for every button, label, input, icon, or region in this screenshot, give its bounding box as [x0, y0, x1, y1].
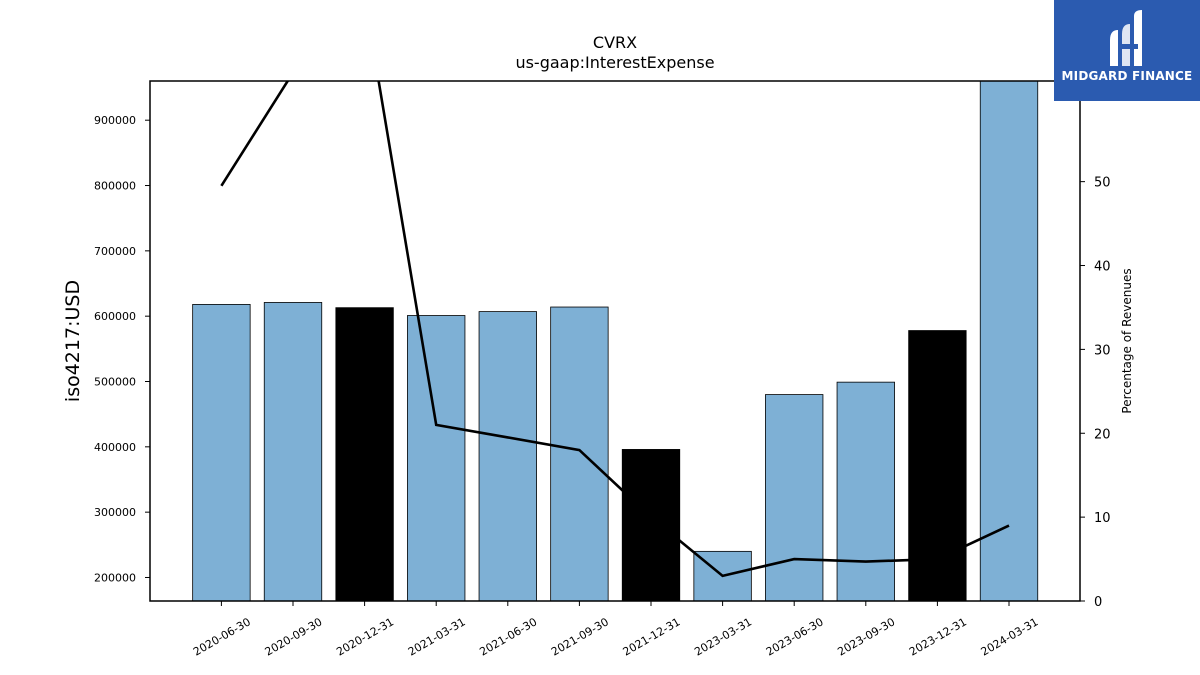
bar-2020-09-30 [263, 302, 323, 601]
y-axis-ticks: 200000 300000 400000 500000 600000 700000 8000… [94, 114, 150, 584]
bar-2020-06-30 [192, 304, 251, 601]
bar-2021-03-31 [407, 315, 466, 601]
logo-text: MIDGARD FINANCE [1061, 69, 1193, 83]
x-tick-label: 2023-03-31 [692, 615, 754, 658]
bar-2021-06-30 [478, 311, 537, 601]
x-tick-label: 2020-09-30 [263, 615, 325, 658]
y2-tick-label: 0 [1094, 595, 1102, 610]
bar-2021-09-30 [550, 306, 609, 601]
y-tick-label: 600000 [94, 310, 136, 323]
x-tick-label: 2021-12-31 [621, 615, 683, 658]
y-tick-label: 900000 [94, 114, 136, 127]
plot-frame [149, 80, 1081, 602]
bar-2023-12-31 [908, 330, 967, 601]
y2-tick-label: 50 [1094, 176, 1111, 191]
x-tick-label: 2023-06-30 [764, 615, 826, 658]
chart-title: CVRX [593, 33, 637, 52]
bar-2021-12-31 [621, 449, 681, 601]
bar-2023-06-30 [765, 394, 824, 601]
bar-group [192, 81, 1039, 601]
y2-axis-label: Percentage of Revenues [1120, 268, 1134, 413]
bar-2024-03-31 [979, 81, 1039, 601]
y2-tick-label: 20 [1094, 427, 1111, 442]
y-axis-label: iso4217:USD [62, 280, 84, 402]
x-axis-ticks: 2020-06-30 2020-09-30 2020-12-31 2021-03-31… [191, 601, 1041, 659]
x-tick-label: 2024-03-31 [979, 615, 1041, 658]
logo: MIDGARD FINANCE [1054, 0, 1200, 101]
y-tick-label: 300000 [94, 506, 136, 519]
y-tick-label: 700000 [94, 245, 136, 258]
chart-subtitle: us-gaap:InterestExpense [515, 53, 714, 72]
line-group [220, 81, 1010, 578]
y2-tick-label: 30 [1094, 343, 1111, 358]
x-tick-label: 2021-06-30 [477, 615, 539, 658]
x-tick-label: 2021-09-30 [549, 615, 611, 658]
y-tick-label: 200000 [94, 571, 136, 584]
logo-mark-icon [1110, 10, 1142, 66]
x-tick-label: 2020-06-30 [191, 615, 253, 658]
bar-2020-12-31 [335, 307, 394, 601]
x-tick-label: 2023-09-30 [835, 615, 897, 658]
y-tick-label: 800000 [94, 180, 136, 193]
x-tick-label: 2023-12-31 [907, 615, 969, 658]
x-tick-label: 2021-03-31 [406, 615, 468, 658]
y2-tick-label: 10 [1094, 511, 1111, 526]
y-tick-label: 500000 [94, 376, 136, 389]
x-tick-label: 2020-12-31 [334, 615, 396, 658]
y-tick-label: 400000 [94, 441, 136, 454]
percentage-line [220, 81, 1010, 578]
bar-2023-09-30 [836, 381, 895, 601]
y2-axis-ticks: 0 10 20 30 40 50 [1080, 176, 1111, 610]
y2-tick-label: 40 [1094, 260, 1111, 275]
